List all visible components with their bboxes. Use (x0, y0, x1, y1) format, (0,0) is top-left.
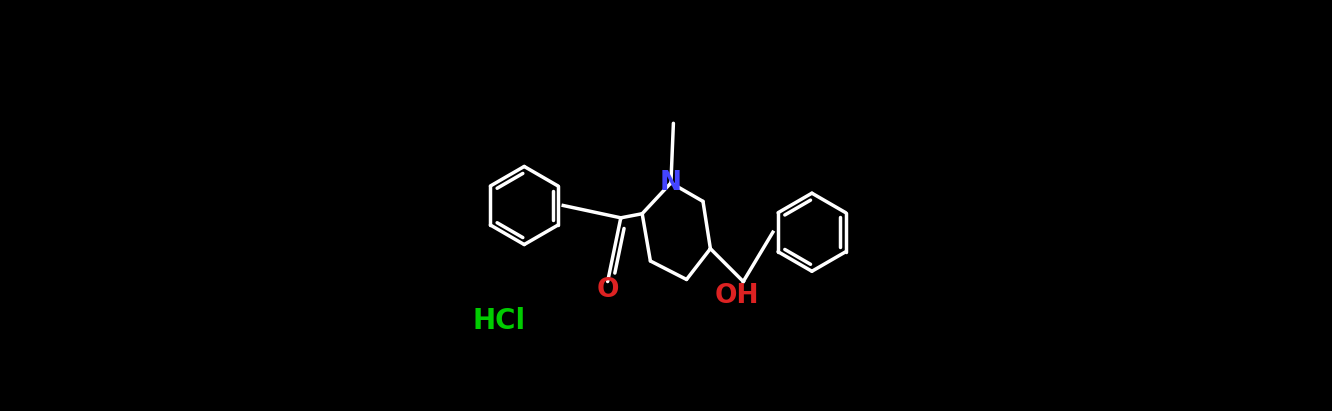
Text: HCl: HCl (472, 307, 525, 335)
Text: OH: OH (714, 283, 759, 309)
Text: O: O (597, 277, 619, 303)
Text: N: N (659, 170, 682, 196)
